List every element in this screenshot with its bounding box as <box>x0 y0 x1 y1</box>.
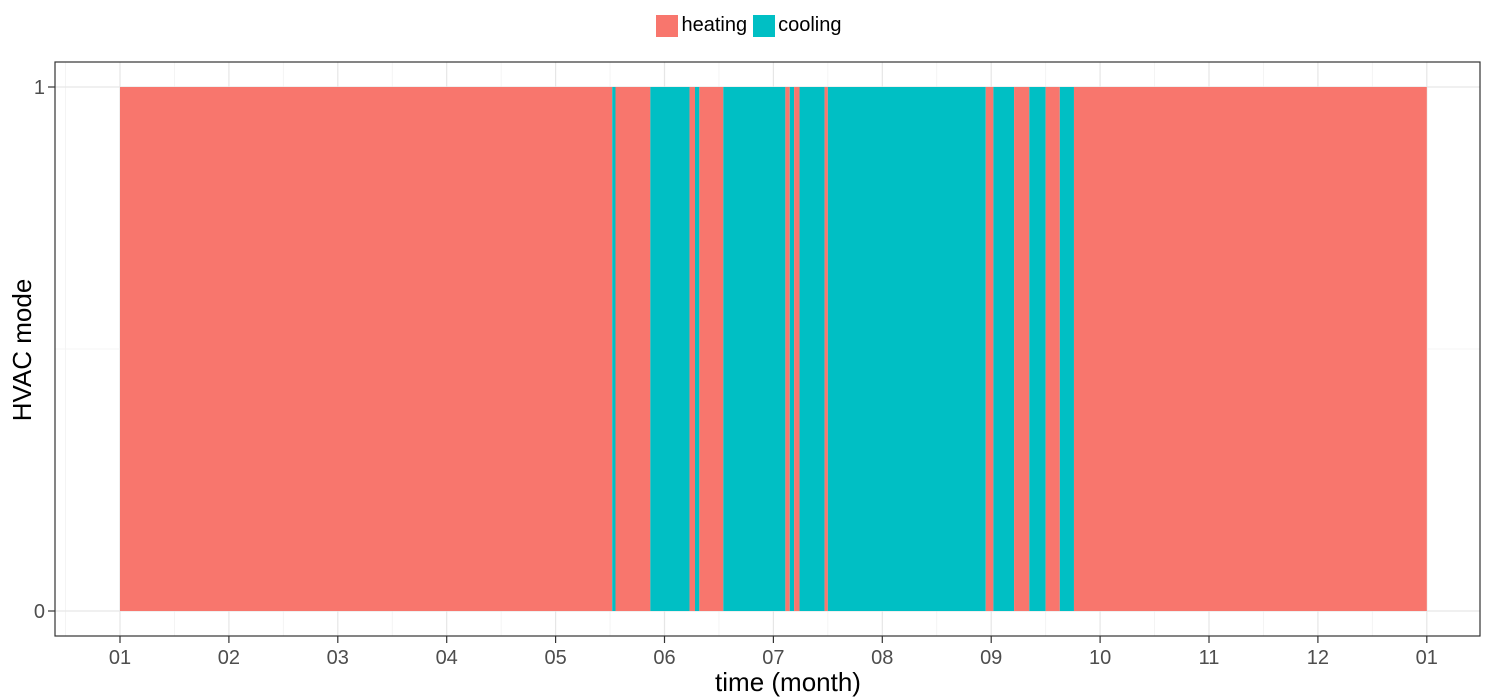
legend-swatch-heating <box>656 14 679 37</box>
x-tick-label: 04 <box>436 647 458 669</box>
y-tick-label: 0 <box>34 601 45 623</box>
legend-item-cooling: cooling <box>753 14 843 37</box>
x-tick-label: 07 <box>762 647 784 669</box>
x-tick-label: 11 <box>1199 647 1220 669</box>
legend-swatch-cooling <box>753 14 776 37</box>
segment-cooling <box>993 87 1015 611</box>
x-tick-label: 01 <box>1416 647 1438 669</box>
segment-cooling <box>650 87 690 611</box>
segment-heating <box>824 87 828 611</box>
legend: heating cooling <box>0 14 1500 37</box>
segment-cooling <box>799 87 825 611</box>
segment-heating <box>689 87 695 611</box>
segment-heating <box>1073 87 1427 611</box>
segment-heating <box>120 87 613 611</box>
segment-cooling <box>1029 87 1046 611</box>
y-axis-ticks: 01 <box>34 77 55 623</box>
x-axis-ticks: 01 02 03 04 05 06 07 08 09 10 11 12 01 <box>109 636 1438 669</box>
segment-heating <box>699 87 724 611</box>
mode-segments <box>120 87 1427 611</box>
segment-heating <box>794 87 800 611</box>
segment-heating <box>615 87 651 611</box>
segment-cooling <box>827 87 986 611</box>
plot-panel-border <box>54 61 1481 637</box>
segment-cooling <box>612 87 616 611</box>
segment-heating <box>1045 87 1060 611</box>
x-tick-label: 01 <box>109 647 131 669</box>
x-tick-label: 02 <box>218 647 240 669</box>
legend-item-heating: heating <box>656 14 749 37</box>
x-tick-label: 08 <box>871 647 893 669</box>
segment-cooling <box>789 87 795 611</box>
y-tick-label: 1 <box>34 77 45 99</box>
segment-cooling <box>1059 87 1074 611</box>
x-axis-title: time (month) <box>715 667 861 697</box>
segment-cooling <box>723 87 786 611</box>
x-tick-label: 12 <box>1307 647 1329 669</box>
segment-cooling <box>694 87 700 611</box>
segment-heating <box>985 87 994 611</box>
legend-label-cooling: cooling <box>778 14 842 36</box>
x-tick-label: 09 <box>980 647 1002 669</box>
x-tick-label: 10 <box>1089 647 1111 669</box>
segment-heating <box>785 87 790 611</box>
x-tick-label: 06 <box>653 647 675 669</box>
legend-label-heating: heating <box>681 14 748 36</box>
x-tick-label: 05 <box>544 647 566 669</box>
x-tick-label: 03 <box>327 647 349 669</box>
y-axis-title: HVAC mode <box>7 279 37 422</box>
segment-heating <box>1014 87 1030 611</box>
